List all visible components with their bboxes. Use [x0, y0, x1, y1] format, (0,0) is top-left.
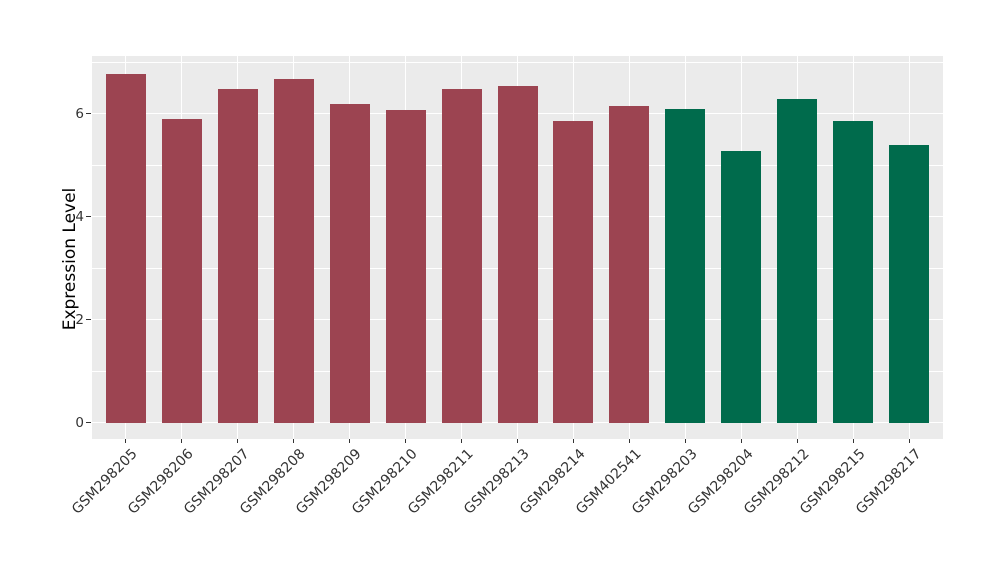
- bar-GSM298206: [161, 119, 202, 423]
- x-tick-mark: [516, 439, 519, 443]
- bar-GSM298211: [441, 88, 482, 423]
- x-tick-mark: [236, 439, 239, 443]
- y-tick-label: 4: [75, 208, 84, 225]
- bar-GSM298205: [105, 73, 146, 423]
- bar-GSM298210: [385, 110, 426, 423]
- x-tick-mark: [404, 439, 407, 443]
- y-tick-label: 0: [75, 414, 84, 431]
- x-tick-mark: [348, 439, 351, 443]
- plot-panel: [92, 56, 943, 439]
- bar-GSM402541: [609, 105, 650, 423]
- bar-GSM298209: [329, 104, 370, 423]
- x-tick-mark: [796, 439, 799, 443]
- x-tick-mark: [852, 439, 855, 443]
- bar-GSM298212: [777, 98, 818, 423]
- bar-GSM298214: [553, 120, 594, 423]
- x-tick-mark: [180, 439, 183, 443]
- y-tick-mark: [86, 421, 91, 424]
- bar-GSM298208: [273, 78, 314, 423]
- x-tick-mark: [740, 439, 743, 443]
- bar-GSM298203: [665, 108, 706, 423]
- y-tick-mark: [86, 215, 91, 218]
- bar-GSM298213: [497, 86, 538, 423]
- bar-GSM298207: [217, 88, 258, 423]
- x-tick-mark: [628, 439, 631, 443]
- x-tick-mark: [572, 439, 575, 443]
- x-tick-mark: [124, 439, 127, 443]
- y-tick-mark: [86, 113, 91, 115]
- x-tick-mark: [908, 439, 911, 443]
- y-tick-mark: [86, 318, 91, 321]
- bar-GSM298217: [889, 145, 930, 423]
- bar-GSM298215: [833, 120, 874, 423]
- x-tick-mark: [292, 439, 295, 443]
- x-tick-mark: [460, 439, 463, 443]
- bar-GSM298204: [721, 151, 762, 423]
- y-tick-label: 6: [75, 105, 84, 122]
- y-tick-label: 2: [75, 311, 84, 328]
- x-tick-mark: [684, 439, 687, 443]
